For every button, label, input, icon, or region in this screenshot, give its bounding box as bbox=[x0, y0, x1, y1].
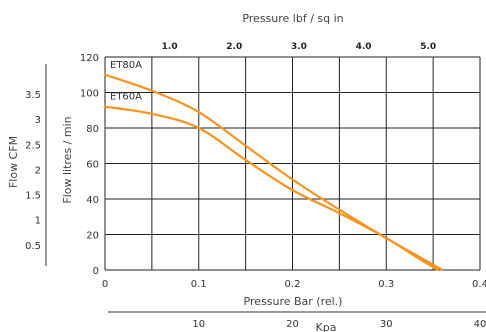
series-line-et80a bbox=[103, 73, 444, 272]
cfm-tick-label: 1 bbox=[35, 216, 41, 227]
cfm-tick-label: 2.5 bbox=[25, 140, 41, 151]
series-line-et60a bbox=[103, 105, 439, 272]
kpa-tick-label: 20 bbox=[286, 319, 299, 330]
y-axis-title: Flow litres / min bbox=[61, 116, 74, 203]
y-tick-label: 40 bbox=[86, 195, 99, 206]
top-tick-label: 3.0 bbox=[291, 42, 307, 52]
y-tick-label: 80 bbox=[86, 124, 99, 135]
chart-grid bbox=[104, 56, 481, 271]
kpa-tick-label: 10 bbox=[192, 319, 205, 330]
x-tick-label: 0 bbox=[102, 279, 108, 290]
y-tick-label: 60 bbox=[86, 160, 99, 171]
x-axis-title: Pressure Bar (rel.) bbox=[244, 295, 343, 308]
top-tick-label: 5.0 bbox=[420, 42, 436, 52]
cfm-tick-label: 1.5 bbox=[25, 191, 41, 202]
series-lines bbox=[103, 73, 444, 272]
cfm-tick-label: 3.5 bbox=[25, 90, 41, 101]
top-tick-label: 4.0 bbox=[356, 42, 372, 52]
y-tick-label: 120 bbox=[80, 53, 99, 64]
top-tick-label: 2.0 bbox=[226, 42, 242, 52]
series-label-et80a: ET80A bbox=[110, 60, 142, 71]
x-tick-label: 0.3 bbox=[378, 279, 394, 290]
cfm-tick-label: 2 bbox=[35, 165, 41, 176]
top-axis-title: Pressure lbf / sq in bbox=[242, 12, 343, 25]
top-tick-label: 1.0 bbox=[162, 42, 178, 52]
series-label-et60a: ET60A bbox=[110, 92, 142, 103]
x-tick-label: 0.1 bbox=[191, 279, 207, 290]
kpa-tick-label: 30 bbox=[380, 319, 393, 330]
x-tick-label: 0.4 bbox=[472, 279, 486, 290]
cfm-axis-title: Flow CFM bbox=[7, 136, 20, 188]
x-tick-label: 0.2 bbox=[285, 279, 301, 290]
cfm-tick-label: 3 bbox=[35, 115, 41, 126]
cfm-tick-label: 0.5 bbox=[25, 241, 41, 252]
y-tick-label: 0 bbox=[93, 266, 99, 277]
kpa-axis-title: Kpa bbox=[316, 321, 337, 332]
kpa-tick-label: 40 bbox=[474, 319, 486, 330]
y-tick-label: 20 bbox=[86, 231, 99, 242]
y-tick-label: 100 bbox=[80, 89, 99, 100]
series-labels: ET80A ET60A bbox=[110, 60, 142, 103]
